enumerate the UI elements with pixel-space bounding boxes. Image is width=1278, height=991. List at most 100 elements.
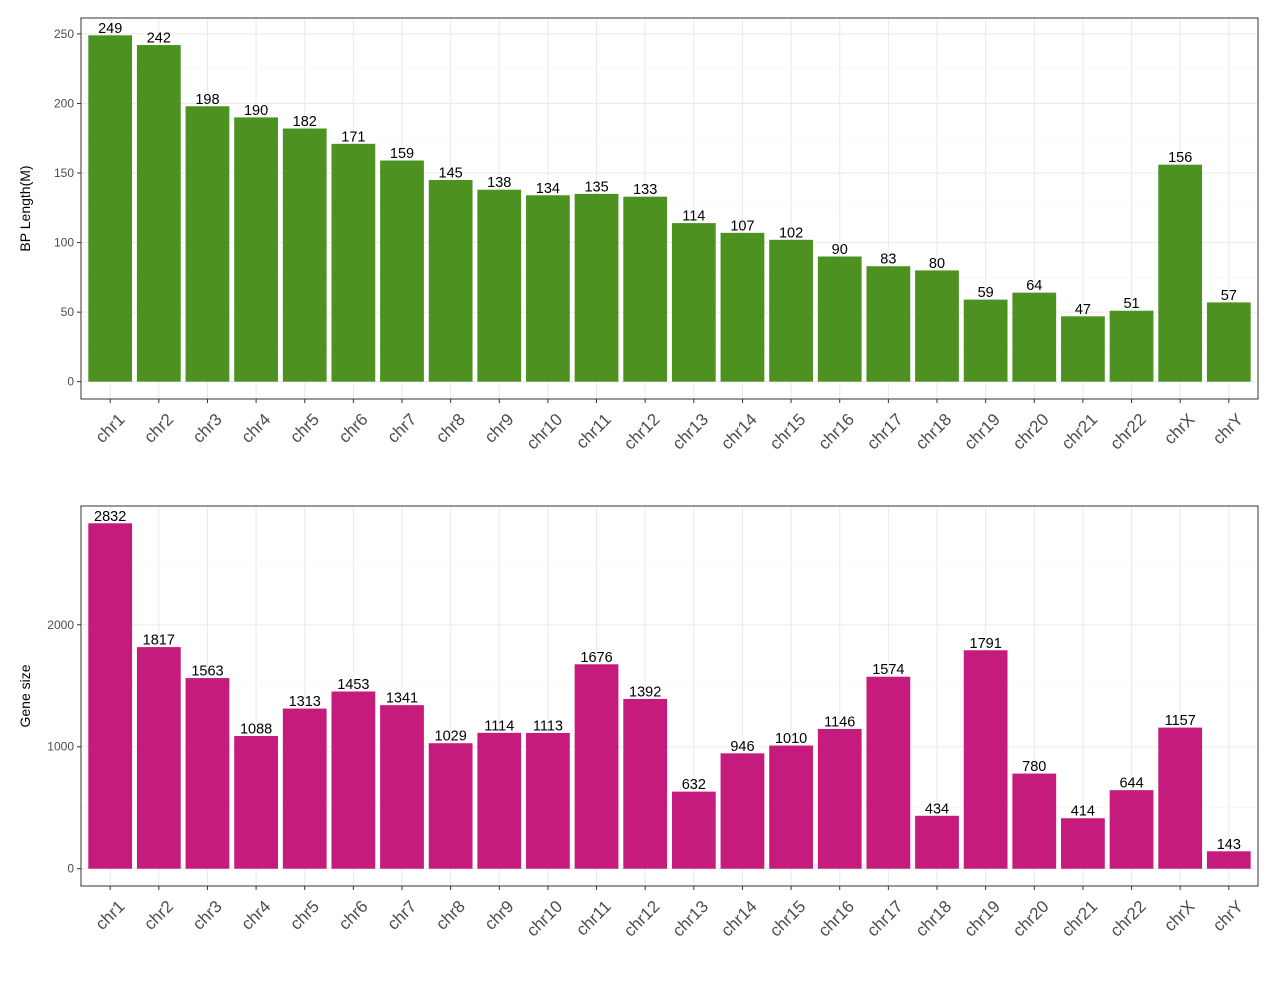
x-tick-label-chr19: chr19 [960, 410, 1004, 454]
data-label-chr21: 47 [1075, 302, 1091, 318]
data-label-chr22: 644 [1119, 776, 1143, 792]
x-tick-label-chr5: chr5 [286, 897, 323, 934]
data-label-chr22: 51 [1123, 296, 1139, 312]
x-tick-label-chr7: chr7 [383, 410, 420, 447]
bar-chr7 [380, 160, 424, 382]
x-tick-label-chr6: chr6 [335, 897, 372, 934]
bar-chr14 [720, 753, 765, 869]
bar-chr22 [1109, 310, 1154, 382]
x-tick-label-chr22: chr22 [1106, 897, 1150, 941]
data-label-chr21: 414 [1071, 804, 1095, 820]
bar-chr11 [574, 664, 619, 869]
bar-chr6 [331, 143, 376, 382]
x-tick-label-chr17: chr17 [863, 897, 907, 941]
data-label-chr11: 1676 [580, 650, 612, 666]
y-tick-label-1000: 1000 [47, 740, 74, 754]
x-tick-label-chr11: chr11 [572, 410, 615, 453]
y-tick-label-2000: 2000 [47, 618, 74, 632]
x-tick-label-chr9: chr9 [481, 897, 518, 934]
y-axis: 0 1000 2000 [47, 618, 81, 876]
data-label-chr17: 1574 [872, 662, 904, 678]
data-label-chr19: 59 [978, 285, 994, 301]
x-tick-label-chr12: chr12 [620, 897, 664, 941]
data-label-chr18: 80 [929, 256, 945, 272]
data-label-chr20: 780 [1022, 759, 1046, 775]
bar-chr13 [671, 791, 716, 869]
bar-chr16 [817, 256, 862, 382]
data-label-chr1: 2832 [94, 509, 126, 525]
data-label-chrx: 1157 [1165, 713, 1196, 729]
bar-chr7 [380, 705, 424, 869]
x-tick-label-chr17: chr17 [863, 410, 907, 454]
x-axis: chr1 chr2 chr3 chr4 chr5 chr6 chr7 chr8 chr9 chr1… [92, 886, 1247, 940]
panel-border [80, 17, 1259, 400]
data-labels: 2832 1817 1563 1088 1313 1453 1341 1029 1114 1113… [94, 509, 1241, 853]
data-label-chr4: 1088 [240, 722, 272, 738]
x-tick-label-chr2: chr2 [140, 410, 177, 447]
data-label-chr9: 1114 [484, 718, 514, 734]
bar-chr13 [671, 223, 716, 382]
data-label-chr19: 1791 [970, 636, 1002, 652]
y-tick-label-200: 200 [54, 96, 74, 110]
data-label-chr20: 64 [1026, 278, 1042, 294]
y-tick-label-250: 250 [54, 27, 74, 41]
x-tick-label-chr10: chr10 [523, 410, 567, 454]
x-tick-label-chr21: chr21 [1058, 897, 1102, 941]
data-label-chr18: 434 [925, 801, 949, 817]
data-label-chr2: 1817 [143, 633, 175, 649]
data-label-chr15: 1010 [775, 731, 807, 747]
x-tick-label-chr4: chr4 [238, 897, 275, 934]
bar-chr3 [185, 678, 230, 869]
y-axis-title: BP Length(M) [17, 165, 33, 251]
x-tick-label-chr21: chr21 [1058, 410, 1102, 454]
x-tick-label-chr5: chr5 [286, 410, 323, 447]
bar-chr1 [88, 523, 133, 869]
x-tick-label-chr13: chr13 [669, 897, 713, 941]
bar-chr6 [331, 691, 376, 869]
x-tick-label-chr16: chr16 [815, 897, 859, 941]
bar-chr5 [282, 128, 327, 382]
data-label-chr12: 133 [633, 182, 657, 198]
x-tick-label-chr18: chr18 [912, 410, 956, 454]
bar-chr20 [1012, 773, 1057, 869]
data-label-chr14: 107 [730, 218, 754, 234]
data-label-chr1: 249 [98, 21, 122, 37]
data-label-chr10: 1113 [533, 718, 563, 734]
x-tick-label-chr13: chr13 [669, 410, 713, 454]
x-tick-label-chr3: chr3 [189, 410, 226, 447]
x-tick-label-chr20: chr20 [1009, 897, 1053, 941]
x-tick-label-chr1: chr1 [92, 410, 129, 447]
data-label-chr6: 1453 [337, 677, 369, 693]
x-tick-label-chr22: chr22 [1106, 410, 1150, 454]
y-tick-label-0: 0 [67, 375, 74, 389]
x-tick-label-chr11: chr11 [572, 897, 615, 940]
data-label-chr8: 1029 [435, 729, 467, 745]
y-tick-label-0: 0 [67, 862, 74, 876]
x-tick-label-chr19: chr19 [960, 897, 1004, 941]
bar-chr16 [817, 728, 862, 869]
bar-chr2 [136, 45, 181, 382]
x-tick-label-chr14: chr14 [717, 410, 761, 454]
data-label-chr10: 134 [536, 181, 560, 197]
x-tick-label-chry: chrY [1209, 897, 1247, 935]
bar-chrx [1158, 164, 1203, 382]
bar-chr15 [769, 239, 813, 382]
x-tick-label-chrx: chrX [1160, 410, 1198, 448]
bars [88, 523, 1251, 869]
bar-chr22 [1109, 790, 1154, 869]
data-label-chr3: 198 [195, 92, 219, 108]
data-label-chr4: 190 [244, 103, 268, 119]
bar-chr10 [526, 732, 570, 869]
data-label-chr13: 114 [682, 209, 705, 225]
data-label-chrx: 156 [1168, 150, 1192, 166]
bar-chr8 [428, 179, 473, 382]
bar-chry [1206, 302, 1251, 382]
data-label-chr5: 1313 [289, 694, 321, 710]
bar-chr17 [866, 266, 911, 382]
bar-chry [1206, 851, 1251, 869]
x-tick-label-chr10: chr10 [523, 897, 567, 941]
x-tick-label-chry: chrY [1209, 410, 1247, 448]
data-label-chr7: 159 [390, 146, 414, 162]
x-tick-label-chr9: chr9 [481, 410, 518, 447]
bar-chr12 [623, 196, 668, 382]
